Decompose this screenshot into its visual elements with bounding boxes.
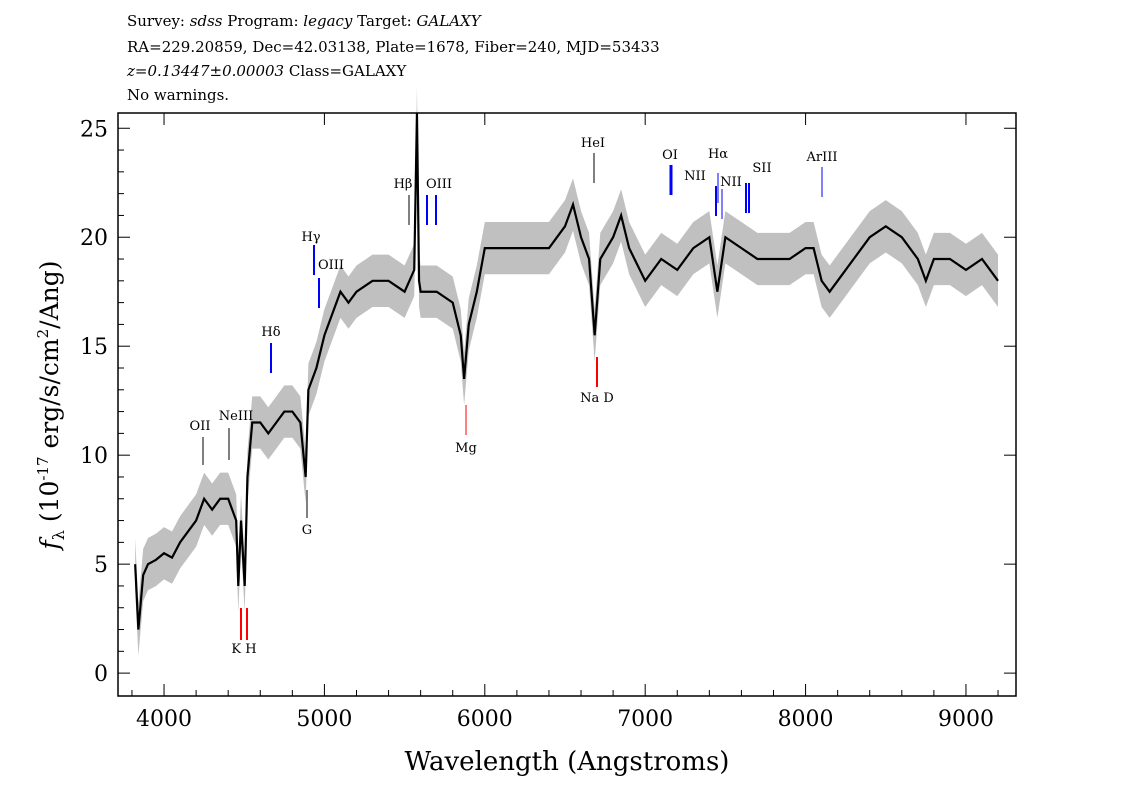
line-marker: Mg: [455, 405, 477, 456]
line-marker-label: OI: [662, 148, 678, 163]
line-marker: NII: [684, 169, 717, 216]
y-tick-label: 25: [80, 117, 108, 142]
x-tick-label: 5000: [296, 707, 352, 732]
line-marker: OII: [190, 419, 211, 465]
line-marker: Hγ: [301, 230, 321, 275]
line-marker: ArIII: [805, 150, 838, 197]
line-marker: SII: [745, 161, 772, 213]
line-marker-label: Mg: [455, 441, 477, 456]
redshift-value: z=0.13447±0.00003: [127, 62, 285, 80]
flux-line: [134, 112, 999, 630]
header-line-redshift: z=0.13447±0.00003 Class=GALAXY: [127, 62, 406, 80]
line-marker-label: Hδ: [261, 325, 280, 340]
target-value: GALAXY: [416, 12, 481, 30]
line-marker-label: Na D: [580, 391, 614, 406]
line-markers: OII NeIII K H Hδ G Hγ OIII Hβ OIII Mg HeI Na D OI NII…: [190, 136, 838, 657]
line-marker: NII: [720, 175, 742, 219]
y-tick-label: 0: [94, 662, 108, 687]
line-marker-label: OIII: [318, 258, 344, 273]
line-marker: K H: [231, 608, 257, 657]
error-band: [135, 86, 999, 656]
target-label: Target:: [352, 12, 417, 30]
error-band-polygon: [135, 86, 999, 656]
y-tick-label: 15: [80, 335, 108, 360]
header-line-warnings: No warnings.: [127, 86, 230, 104]
x-tick-label: 9000: [938, 707, 994, 732]
line-marker: NeIII: [219, 409, 253, 460]
flux-series: [134, 112, 999, 630]
survey-value: sdss: [189, 12, 223, 30]
axes: 4000 5000 6000 7000 8000 9000 0 5 10 15 20 25: [80, 113, 1016, 732]
line-marker: Hδ: [261, 325, 281, 373]
line-marker-label: NII: [720, 175, 742, 190]
line-marker: Hα: [708, 147, 728, 203]
line-marker-label: OIII: [426, 177, 452, 192]
line-marker: G: [302, 490, 312, 538]
line-marker-label: ArIII: [805, 150, 837, 165]
x-tick-label: 7000: [617, 707, 673, 732]
line-marker-label: OII: [190, 419, 211, 434]
x-tick-label: 8000: [778, 707, 834, 732]
y-axis-label: fλ (10-17 erg/s/cm2/Ang): [34, 260, 68, 551]
class-value: Class=GALAXY: [284, 62, 407, 80]
line-marker-label: Hγ: [301, 230, 320, 245]
x-axis-label: Wavelength (Angstroms): [405, 747, 730, 777]
survey-label: Survey:: [127, 12, 190, 30]
line-marker-label: G: [302, 523, 312, 538]
line-marker-label: Hα: [708, 147, 728, 162]
y-tick-label: 10: [80, 444, 108, 469]
program-label: Program:: [222, 12, 304, 30]
line-marker: HeI: [581, 136, 605, 183]
line-marker: OIII: [426, 177, 452, 225]
line-marker-label: Hβ: [394, 177, 413, 192]
line-marker: Na D: [580, 357, 614, 406]
line-marker: OIII: [318, 258, 344, 308]
program-value: legacy: [303, 12, 353, 30]
plot-frame: [117, 112, 1017, 697]
line-marker: Hβ: [394, 177, 413, 225]
y-tick-label: 5: [94, 553, 108, 578]
y-tick-label: 20: [80, 226, 108, 251]
line-marker: OI: [662, 148, 678, 195]
line-marker-label: K H: [231, 642, 256, 657]
svg-text:fλ (10-17 erg/s/cm2/Ang): fλ (10-17 erg/s/cm2/Ang): [34, 260, 68, 551]
header-line-survey: Survey: sdss Program: legacy Target: GAL…: [127, 12, 481, 30]
x-tick-label: 4000: [136, 707, 192, 732]
line-marker-label: NeIII: [219, 409, 253, 424]
line-marker-label: HeI: [581, 136, 605, 151]
line-marker-label: SII: [752, 161, 771, 176]
line-marker-label: NII: [684, 169, 706, 184]
x-tick-label: 6000: [457, 707, 513, 732]
header-line-coords: RA=229.20859, Dec=42.03138, Plate=1678, …: [127, 38, 660, 56]
